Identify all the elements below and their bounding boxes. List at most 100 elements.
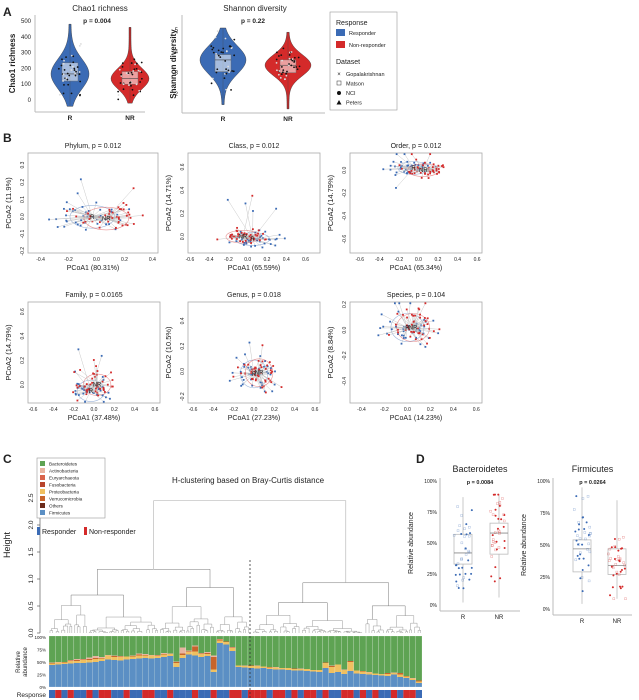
plot-title: Bacteroidetes — [452, 464, 508, 474]
data-point — [611, 565, 614, 568]
bar-segment-firmicutes — [247, 668, 255, 687]
data-point — [296, 68, 299, 71]
dendrogram-branch — [112, 629, 118, 632]
panel-label-D: D — [416, 452, 425, 466]
sample-point — [125, 214, 128, 217]
sample-point — [80, 219, 83, 222]
sample-point — [264, 380, 267, 383]
y-tick-label: 0.0 — [20, 213, 26, 220]
data-point — [225, 88, 228, 91]
sample-point — [413, 167, 416, 169]
x-tick-label: 0.4 — [454, 257, 461, 263]
dendrogram-branch — [196, 624, 200, 631]
data-point — [132, 94, 135, 97]
bar-segment-actinobacteria — [111, 655, 118, 656]
spider-line — [413, 317, 425, 328]
spider-line — [93, 359, 98, 385]
data-point — [122, 88, 125, 91]
sample-point — [396, 312, 399, 315]
data-point — [121, 65, 124, 68]
x-tick-label: 0.2 — [111, 407, 118, 413]
sample-point — [437, 332, 440, 335]
data-point — [210, 45, 213, 48]
data-point — [464, 572, 467, 575]
bar-segment-actinobacteria — [55, 662, 62, 663]
bar-segment-actinobacteria — [173, 661, 180, 662]
bar-segment-actinobacteria — [185, 650, 192, 652]
y-tick-label: 0.0 — [180, 233, 186, 240]
dendrogram-branch — [147, 624, 155, 630]
sample-point — [235, 356, 238, 359]
data-point — [79, 93, 81, 96]
data-point — [577, 528, 580, 531]
sample-point — [111, 379, 114, 381]
sample-point — [423, 325, 426, 328]
data-point — [222, 47, 225, 50]
legend-swatch — [40, 461, 45, 466]
data-point — [224, 60, 227, 62]
dendrogram-branch — [217, 630, 223, 632]
bar-segment-firmicutes — [61, 664, 68, 687]
y-tick-label: 0.2 — [20, 179, 26, 186]
bar-segment-firmicutes — [328, 673, 335, 687]
legend-item: NCI — [346, 91, 356, 97]
dendrogram-branch — [76, 614, 86, 627]
response-cell — [403, 690, 410, 698]
bacteroidetes-box-plot — [439, 478, 520, 612]
sample-point — [264, 238, 267, 241]
data-point — [78, 73, 81, 76]
data-point — [62, 92, 65, 95]
y-tick-label: 0.0 — [180, 368, 186, 375]
legend-item: Firmicutes — [49, 511, 71, 516]
x-tick-label: 0.4 — [450, 407, 457, 413]
data-point — [212, 51, 215, 54]
cross-symbol-icon: × — [337, 72, 341, 78]
data-point — [583, 527, 586, 530]
bar-segment-proteobacteria — [111, 657, 118, 660]
dendrogram-branch — [262, 631, 267, 633]
data-point — [283, 78, 286, 81]
spider-line — [88, 213, 107, 219]
response-cell — [154, 690, 161, 698]
sample-point — [411, 323, 413, 326]
sample-point — [84, 228, 87, 231]
bar-segment-proteobacteria — [291, 669, 298, 671]
bar-segment-verrucomicrobia — [216, 639, 224, 641]
data-point — [120, 73, 123, 76]
data-point — [494, 508, 497, 511]
sample-point — [436, 172, 438, 175]
sample-point — [111, 217, 114, 219]
sample-point — [392, 160, 395, 163]
sample-point — [410, 164, 413, 167]
sample-point — [126, 224, 129, 227]
sample-point — [418, 332, 421, 335]
dendrogram-branch — [255, 629, 265, 632]
y-tick-label: -0.1 — [20, 230, 26, 239]
spider-line — [413, 320, 426, 328]
bar-segment-firmicutes — [359, 674, 367, 687]
spider-line — [90, 388, 100, 392]
sample-point — [409, 302, 412, 305]
sample-point — [401, 165, 404, 167]
sample-point — [117, 221, 120, 224]
data-point — [456, 584, 459, 587]
sample-point — [257, 229, 260, 232]
y-tick-label: -0.6 — [342, 235, 348, 244]
data-point — [298, 65, 301, 68]
sample-point — [273, 383, 276, 386]
box-R — [572, 539, 592, 573]
sample-point — [271, 370, 273, 373]
plot-title: Class, p = 0.012 — [229, 143, 280, 150]
data-point — [462, 576, 465, 579]
sample-point — [394, 165, 396, 168]
x-tick-label: NR — [613, 619, 622, 625]
confidence-ellipse-R — [69, 205, 115, 229]
sample-point — [395, 186, 397, 189]
data-point — [586, 548, 589, 551]
sample-point — [226, 198, 229, 201]
bar-segment-proteobacteria — [372, 673, 379, 675]
dendrogram-branch — [283, 630, 289, 632]
bar-segment-actinobacteria — [148, 655, 155, 656]
sample-point — [402, 330, 405, 333]
spider-line — [423, 168, 437, 171]
